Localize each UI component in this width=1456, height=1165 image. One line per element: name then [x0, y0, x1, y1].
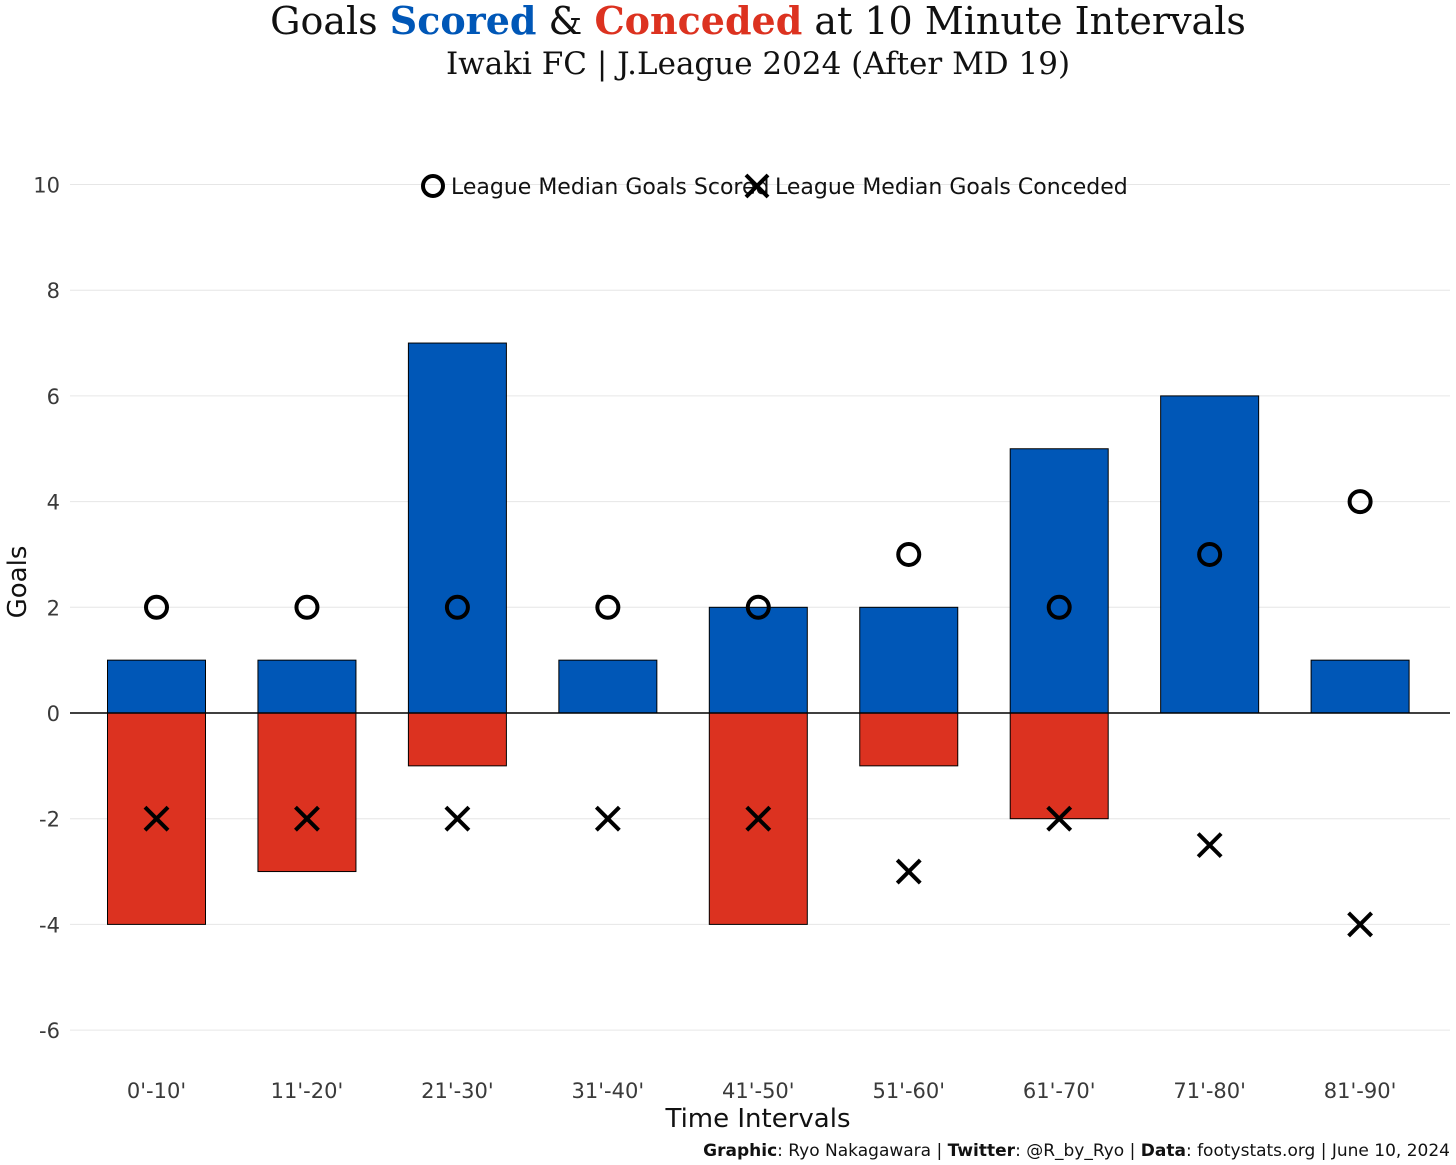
title-scored: Scored	[390, 0, 537, 43]
x-axis-label: Time Intervals	[664, 1104, 850, 1134]
y-tick-labels: -6 -4 -2 0 2 4 6 8 10	[33, 174, 60, 1044]
caption-twitter-label: Twitter	[948, 1141, 1016, 1161]
bar-conceded	[257, 712, 357, 873]
median-scored-marker	[1347, 489, 1373, 515]
y-tick-label: 6	[47, 385, 60, 409]
x-tick-label: 51'-60'	[872, 1079, 945, 1103]
median-scored-marker	[1046, 594, 1072, 620]
title-part-1: Goals	[270, 0, 390, 43]
title-amp: &	[536, 0, 594, 43]
title-conceded: Conceded	[594, 0, 802, 43]
title-part-2: at 10 Minute Intervals	[802, 0, 1246, 43]
bar-scored	[859, 606, 959, 714]
median-scored-marker	[896, 541, 922, 567]
x-tick-label: 11'-20'	[271, 1079, 344, 1103]
median-scored-marker	[1197, 541, 1223, 567]
median-scored-marker	[144, 594, 169, 620]
chart-subtitle: Iwaki FC | J.League 2024 (After MD 19)	[446, 46, 1070, 82]
x-tick-labels: 0'-10' 11'-20' 21'-30' 31'-40' 41'-50' 51'-60…	[127, 1079, 1396, 1103]
median-conceded-marker	[1046, 805, 1073, 832]
caption-graphic-label: Graphic	[703, 1141, 777, 1161]
y-tick-label: -2	[39, 808, 60, 832]
x-tick-label: 0'-10'	[127, 1079, 186, 1103]
bar-scored	[1310, 659, 1410, 714]
bar-scored	[257, 659, 357, 714]
y-tick-label: 8	[47, 279, 60, 303]
median-conceded-marker	[594, 805, 621, 832]
x-tick-label: 61'-70'	[1023, 1079, 1096, 1103]
x-tick-label: 21'-30'	[421, 1079, 494, 1103]
y-tick-label: 0	[47, 702, 60, 726]
legend-median-conceded: League Median Goals Conceded	[775, 175, 1128, 200]
median-conceded-marker	[294, 805, 320, 832]
bar-scored	[1009, 448, 1109, 714]
bar-scored	[558, 659, 658, 714]
y-tick-label: 4	[47, 491, 60, 515]
y-axis-label: Goals	[3, 546, 33, 619]
median-conceded-marker	[1347, 911, 1374, 938]
bar-scored	[107, 659, 206, 714]
median-conceded-marker	[444, 805, 471, 832]
bar-scored	[1160, 395, 1260, 714]
caption-graphic-value: : Ryo Nakagawara |	[777, 1141, 947, 1161]
caption-twitter-value: : @R_by_Ryo |	[1015, 1141, 1141, 1161]
bar-conceded	[1009, 712, 1109, 820]
x-tick-label: 81'-90'	[1324, 1079, 1397, 1103]
median-conceded-marker	[143, 805, 170, 832]
median-conceded-marker	[745, 805, 772, 832]
median-scored-marker	[294, 594, 320, 620]
legend-x-icon	[744, 173, 770, 199]
bar-scored	[407, 342, 507, 714]
median-scored-marker	[444, 594, 470, 620]
caption: Graphic: Ryo Nakagawara | Twitter: @R_by…	[703, 1141, 1450, 1161]
y-tick-label: -4	[39, 913, 60, 937]
x-tick-label: 41'-50'	[722, 1079, 795, 1103]
y-tick-label: -6	[39, 1019, 60, 1043]
bar-scored	[708, 606, 808, 714]
legend-median-scored: League Median Goals Scored	[451, 175, 769, 200]
caption-data-label: Data	[1141, 1141, 1186, 1161]
y-tick-label: 10	[33, 174, 60, 198]
x-tick-label: 71'-80'	[1173, 1079, 1246, 1103]
legend-circle-icon	[421, 174, 445, 198]
bar-conceded	[859, 712, 959, 767]
caption-data-value: : footystats.org | June 10, 2024	[1186, 1141, 1450, 1161]
median-scored-marker	[595, 594, 621, 620]
bar-conceded	[407, 712, 507, 767]
median-conceded-marker	[895, 858, 922, 885]
legend: League Median Goals Scored League Median…	[421, 173, 1128, 200]
y-tick-label: 2	[47, 596, 60, 620]
x-tick-label: 31'-40'	[572, 1079, 645, 1103]
median-markers	[143, 489, 1374, 938]
median-scored-marker	[745, 594, 771, 620]
median-conceded-marker	[1196, 832, 1223, 859]
chart-title: Goals Scored & Conceded at 10 Minute Int…	[270, 0, 1246, 43]
bars	[107, 342, 1410, 925]
